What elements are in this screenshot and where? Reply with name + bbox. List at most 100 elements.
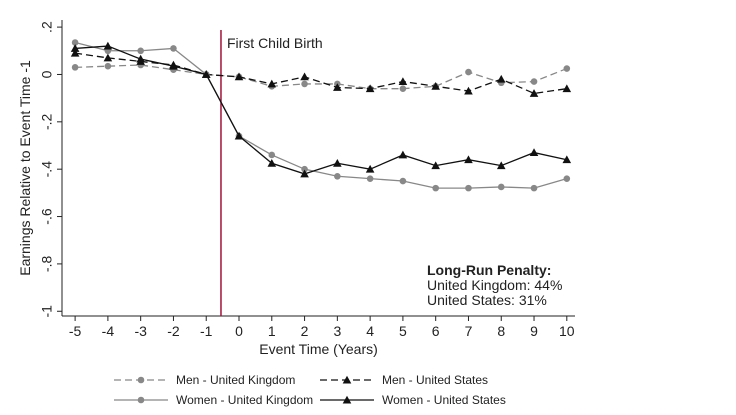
event-label: First Child Birth bbox=[227, 35, 323, 51]
x-tick-label: 2 bbox=[301, 323, 309, 339]
series-line bbox=[74, 41, 567, 189]
data-point bbox=[398, 150, 408, 159]
data-point bbox=[399, 85, 407, 92]
data-point bbox=[234, 72, 244, 81]
x-tick-label: 9 bbox=[530, 323, 538, 339]
data-point bbox=[170, 45, 177, 52]
x-tick-label: 10 bbox=[559, 323, 575, 339]
data-point bbox=[234, 131, 244, 140]
legend-label: Men - United Kingdom bbox=[176, 373, 295, 387]
data-point bbox=[201, 70, 211, 78]
y-tick-label: 0 bbox=[39, 70, 55, 78]
series-women-united-states bbox=[70, 41, 572, 178]
event-marker: First Child Birth bbox=[220, 30, 323, 316]
data-point bbox=[464, 155, 473, 164]
data-point bbox=[70, 48, 80, 57]
y-axis-title: Earnings Relative to Event Time -1 bbox=[17, 60, 33, 276]
x-tick-label: -5 bbox=[69, 323, 82, 339]
y-tick-label: -1 bbox=[39, 305, 55, 318]
legend-label: Women - United Kingdom bbox=[176, 393, 313, 407]
data-point bbox=[530, 78, 538, 85]
x-tick-label: 8 bbox=[497, 323, 505, 339]
series-layer bbox=[70, 39, 572, 192]
axes: .2 0 -.2 -.4 -.6 -.8 -1 -5 -4 -3 -2 -1 0 1 2 3 4 5 6 7 8 9 10 E… bbox=[17, 20, 575, 357]
data-point bbox=[497, 183, 505, 191]
data-point bbox=[563, 175, 571, 182]
series-women-united-kingdom bbox=[71, 39, 571, 192]
x-axis-title: Event Time (Years) bbox=[259, 341, 378, 357]
data-point bbox=[464, 86, 473, 95]
y-tick-label: -.2 bbox=[39, 113, 55, 130]
data-point bbox=[365, 164, 375, 173]
data-point bbox=[333, 158, 342, 167]
data-point bbox=[563, 65, 571, 72]
x-tick-label: -2 bbox=[167, 323, 180, 339]
data-point bbox=[70, 44, 80, 52]
legend-label: Men - United States bbox=[382, 373, 488, 387]
x-tick-label: 0 bbox=[235, 323, 243, 339]
legend: Men - United Kingdom Men - United States W… bbox=[114, 373, 506, 407]
series-men-united-kingdom bbox=[71, 61, 571, 92]
data-point bbox=[300, 169, 309, 178]
data-point bbox=[496, 74, 506, 83]
data-point bbox=[562, 84, 572, 93]
series-line bbox=[75, 52, 567, 95]
penalty-annotation: Long-Run Penalty:United Kingdom: 44%Unit… bbox=[427, 262, 562, 308]
legend-item: Men - United States bbox=[320, 373, 488, 387]
x-tick-label: 6 bbox=[432, 323, 440, 339]
x-tick-label: -3 bbox=[134, 323, 147, 339]
data-point bbox=[71, 64, 79, 71]
data-point bbox=[103, 41, 113, 50]
data-point bbox=[169, 61, 178, 70]
data-point bbox=[104, 62, 112, 70]
data-point bbox=[365, 84, 375, 93]
y-tick-label: .2 bbox=[39, 21, 55, 33]
x-tick-label: 7 bbox=[465, 323, 473, 339]
data-point bbox=[399, 177, 407, 185]
data-point bbox=[432, 184, 439, 192]
data-point bbox=[431, 161, 440, 170]
data-point bbox=[496, 161, 506, 170]
data-point bbox=[137, 376, 145, 384]
data-point bbox=[333, 83, 342, 91]
data-point bbox=[529, 89, 539, 97]
data-point bbox=[366, 175, 374, 182]
data-point bbox=[334, 172, 341, 180]
series-men-united-states bbox=[70, 48, 572, 97]
data-point bbox=[268, 151, 276, 159]
data-point bbox=[431, 82, 440, 90]
data-point bbox=[103, 53, 113, 62]
annotation-title: Long-Run Penalty: bbox=[427, 262, 551, 278]
legend-label: Women - United States bbox=[382, 393, 506, 407]
data-point bbox=[529, 148, 539, 157]
data-point bbox=[136, 54, 145, 63]
legend-item: Men - United Kingdom bbox=[114, 373, 295, 387]
data-point bbox=[301, 80, 308, 88]
data-point bbox=[71, 39, 79, 46]
data-point bbox=[267, 79, 277, 88]
x-tick-label: 5 bbox=[399, 323, 407, 339]
data-point bbox=[342, 375, 352, 384]
data-point bbox=[530, 184, 538, 192]
y-tick-label: -.6 bbox=[39, 208, 55, 225]
annotation-line: United Kingdom: 44% bbox=[427, 277, 562, 293]
series-line bbox=[75, 45, 567, 175]
data-point bbox=[465, 68, 472, 76]
x-tick-label: 1 bbox=[268, 323, 276, 339]
data-point bbox=[300, 72, 309, 81]
series-line bbox=[75, 64, 568, 90]
legend-item: Women - United States bbox=[320, 393, 506, 407]
annotation-line: United States: 31% bbox=[427, 292, 547, 308]
data-point bbox=[137, 47, 144, 55]
data-point bbox=[398, 77, 408, 86]
legend-item: Women - United Kingdom bbox=[114, 393, 313, 407]
data-point bbox=[137, 396, 145, 404]
y-tick-label: -.4 bbox=[39, 161, 55, 178]
data-point bbox=[301, 165, 308, 173]
x-tick-label: -4 bbox=[102, 323, 115, 339]
data-point bbox=[342, 395, 352, 404]
data-point bbox=[267, 158, 277, 167]
x-tick-label: -1 bbox=[200, 323, 213, 339]
data-point bbox=[465, 184, 472, 192]
